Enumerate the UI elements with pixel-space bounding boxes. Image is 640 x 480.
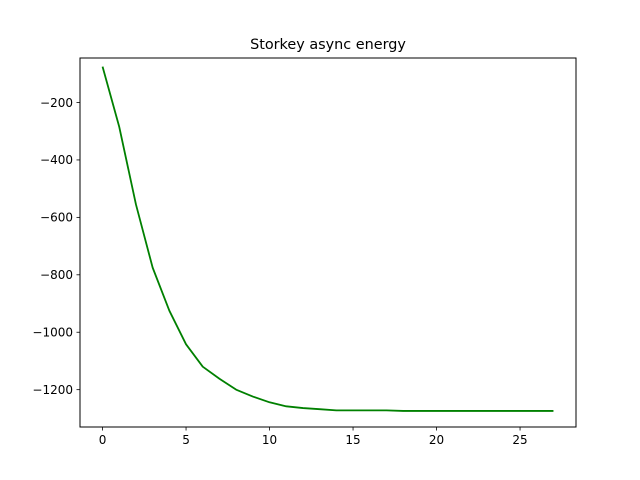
axes-frame <box>79 57 577 428</box>
series-line <box>101 66 554 412</box>
series-layer <box>101 66 554 412</box>
y-axis: −200 −400 −600 −800 −1000 −1200 <box>32 96 80 397</box>
x-tick-label: 10 <box>262 433 277 447</box>
x-tick-label: 25 <box>512 433 527 447</box>
y-tick-label: −600 <box>40 211 73 225</box>
y-tick-label: −1000 <box>32 326 73 340</box>
y-tick-label: −1200 <box>32 383 73 397</box>
y-tick-label: −400 <box>40 153 73 167</box>
x-tick-label: 20 <box>429 433 444 447</box>
chart-title: Storkey async energy <box>250 37 406 53</box>
y-tick-label: −800 <box>40 268 73 282</box>
y-tick-label: −200 <box>40 96 73 110</box>
x-tick-label: 0 <box>99 433 107 447</box>
x-tick-label: 15 <box>345 433 360 447</box>
x-axis: 0 5 10 15 20 25 <box>99 427 528 447</box>
x-tick-label: 5 <box>182 433 190 447</box>
